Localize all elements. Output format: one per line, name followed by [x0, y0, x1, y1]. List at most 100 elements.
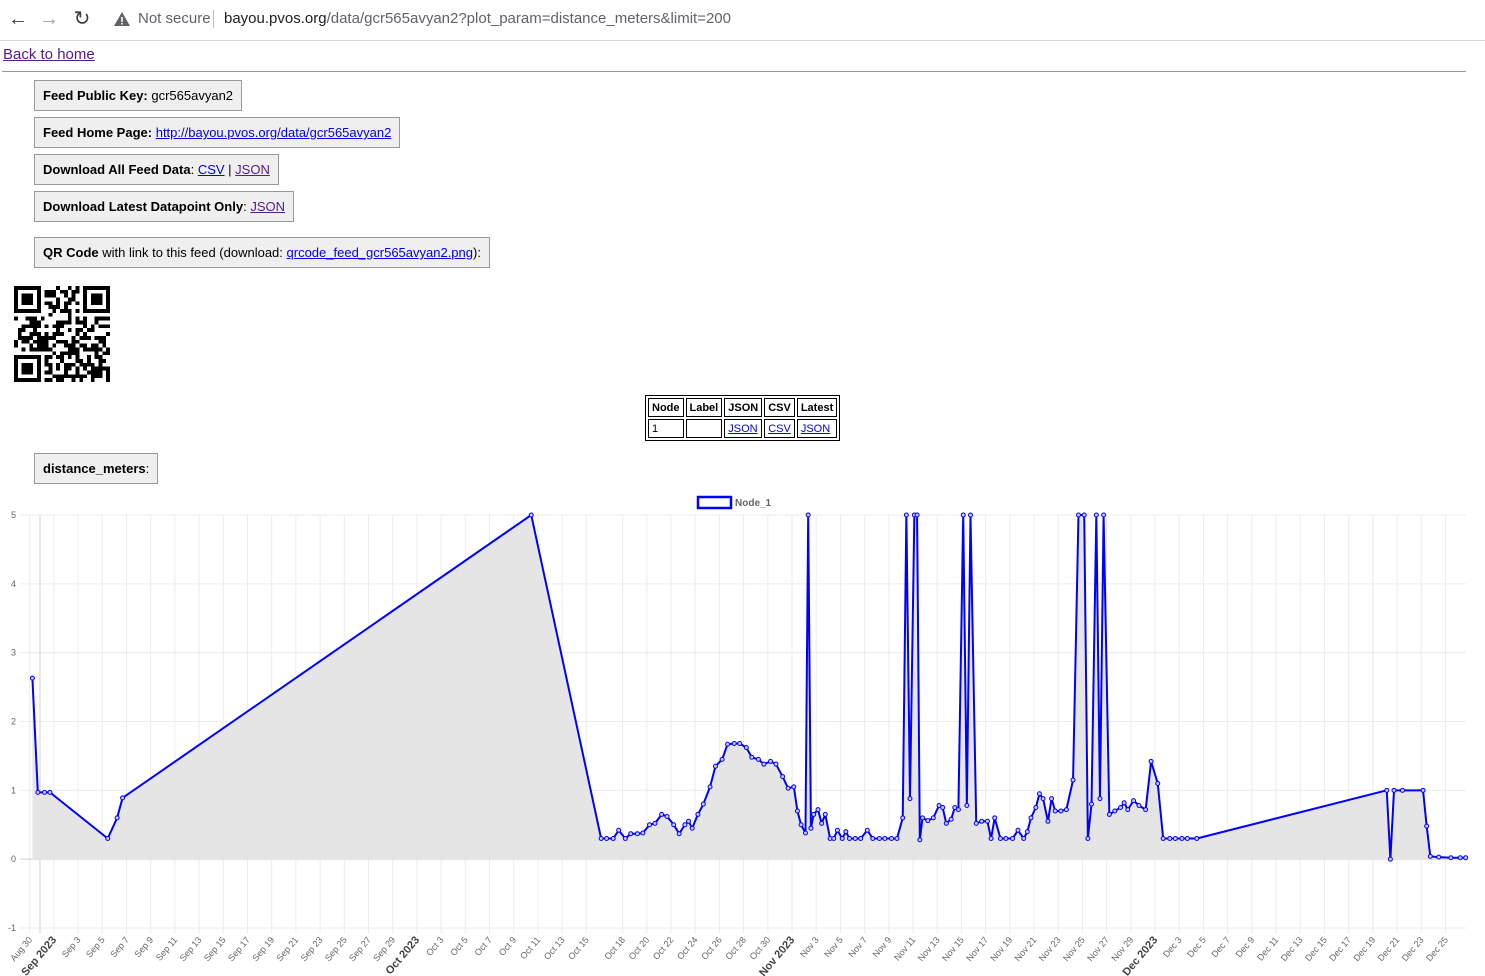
data-point[interactable] [1049, 796, 1055, 802]
data-point[interactable] [731, 741, 737, 747]
data-point[interactable] [889, 836, 895, 842]
data-point[interactable] [528, 512, 534, 518]
data-point[interactable] [815, 807, 821, 813]
data-point[interactable] [700, 801, 706, 807]
data-point[interactable] [973, 820, 979, 826]
data-point[interactable] [634, 831, 640, 837]
data-point[interactable] [1097, 796, 1103, 802]
data-point[interactable] [930, 815, 936, 821]
data-point[interactable] [628, 831, 634, 837]
data-point[interactable] [652, 820, 658, 826]
data-point[interactable] [798, 822, 804, 828]
data-point[interactable] [35, 789, 41, 795]
data-point[interactable] [610, 836, 616, 842]
data-point[interactable] [604, 836, 610, 842]
data-point[interactable] [761, 761, 767, 767]
data-point[interactable] [1148, 758, 1154, 764]
data-point[interactable] [802, 830, 808, 836]
data-point[interactable] [689, 825, 695, 831]
data-point[interactable] [979, 818, 985, 824]
data-point[interactable] [1081, 512, 1087, 518]
data-point[interactable] [768, 758, 774, 764]
data-point[interactable] [1131, 798, 1137, 804]
data-point[interactable] [707, 784, 713, 790]
data-point[interactable] [894, 836, 900, 842]
data-point[interactable] [686, 818, 692, 824]
data-point[interactable] [1118, 805, 1124, 811]
data-point[interactable] [1052, 808, 1058, 814]
reload-icon[interactable]: ↻ [73, 8, 91, 30]
warning-icon[interactable] [113, 10, 131, 28]
data-point[interactable] [105, 836, 111, 842]
data-point[interactable] [1088, 801, 1094, 807]
data-point[interactable] [114, 815, 120, 821]
data-point[interactable] [1036, 791, 1042, 797]
data-point[interactable] [900, 815, 906, 821]
data-point[interactable] [1184, 836, 1190, 842]
data-point[interactable] [852, 836, 858, 842]
data-point[interactable] [1093, 512, 1099, 518]
data-point[interactable] [1085, 836, 1091, 842]
data-point[interactable] [936, 802, 942, 808]
data-point[interactable] [1021, 836, 1027, 842]
data-point[interactable] [616, 827, 622, 833]
data-point[interactable] [984, 818, 990, 824]
data-point[interactable] [822, 811, 828, 817]
data-point[interactable] [1070, 777, 1076, 783]
data-point[interactable] [997, 836, 1003, 842]
download-all-json-link[interactable]: JSON [235, 162, 270, 177]
data-point[interactable] [948, 816, 954, 822]
data-point[interactable] [834, 827, 840, 833]
data-point[interactable] [903, 512, 909, 518]
security-label[interactable]: Not secure [138, 10, 211, 27]
data-point[interactable] [1160, 836, 1166, 842]
data-point[interactable] [882, 836, 888, 842]
data-point[interactable] [1155, 780, 1161, 786]
qr-download-link[interactable]: qrcode_feed_gcr565avyan2.png [286, 245, 473, 260]
data-point[interactable] [42, 789, 47, 795]
data-point[interactable] [1427, 853, 1433, 859]
data-point[interactable] [640, 830, 646, 836]
data-point[interactable] [811, 811, 817, 817]
data-point[interactable] [925, 818, 931, 824]
data-point[interactable] [1015, 827, 1021, 833]
data-point[interactable] [780, 774, 786, 780]
data-point[interactable] [120, 795, 126, 801]
data-point[interactable] [29, 675, 35, 681]
data-point[interactable] [1121, 800, 1127, 806]
data-point[interactable] [805, 512, 811, 518]
data-point[interactable] [1063, 807, 1069, 813]
data-point[interactable] [914, 512, 920, 518]
data-point[interactable] [1167, 836, 1173, 842]
data-point[interactable] [622, 836, 628, 842]
data-point[interactable] [1143, 807, 1149, 813]
data-point[interactable] [1136, 802, 1142, 808]
data-point[interactable] [1424, 823, 1430, 829]
data-point[interactable] [1399, 787, 1405, 793]
data-point[interactable] [992, 815, 998, 821]
data-point[interactable] [676, 831, 682, 837]
data-point[interactable] [839, 836, 845, 842]
data-point[interactable] [940, 805, 946, 811]
data-point[interactable] [773, 761, 779, 767]
data-point[interactable] [1033, 805, 1039, 811]
data-point[interactable] [749, 754, 755, 760]
data-point[interactable] [831, 836, 837, 842]
data-point[interactable] [1045, 818, 1051, 824]
data-point[interactable] [671, 822, 677, 828]
feed-home-link[interactable]: http://bayou.pvos.org/data/gcr565avyan2 [155, 125, 392, 140]
data-point[interactable] [647, 822, 653, 828]
data-point[interactable] [1391, 787, 1397, 793]
data-point[interactable] [1106, 811, 1112, 817]
data-point[interactable] [955, 807, 961, 813]
data-point[interactable] [794, 808, 800, 814]
data-point[interactable] [598, 836, 604, 842]
data-point[interactable] [1112, 808, 1118, 814]
data-point[interactable] [695, 811, 701, 817]
data-point[interactable] [737, 741, 743, 747]
data-point[interactable] [1058, 808, 1064, 814]
data-point[interactable] [1387, 856, 1393, 862]
data-point[interactable] [47, 789, 53, 795]
data-point[interactable] [917, 837, 923, 843]
